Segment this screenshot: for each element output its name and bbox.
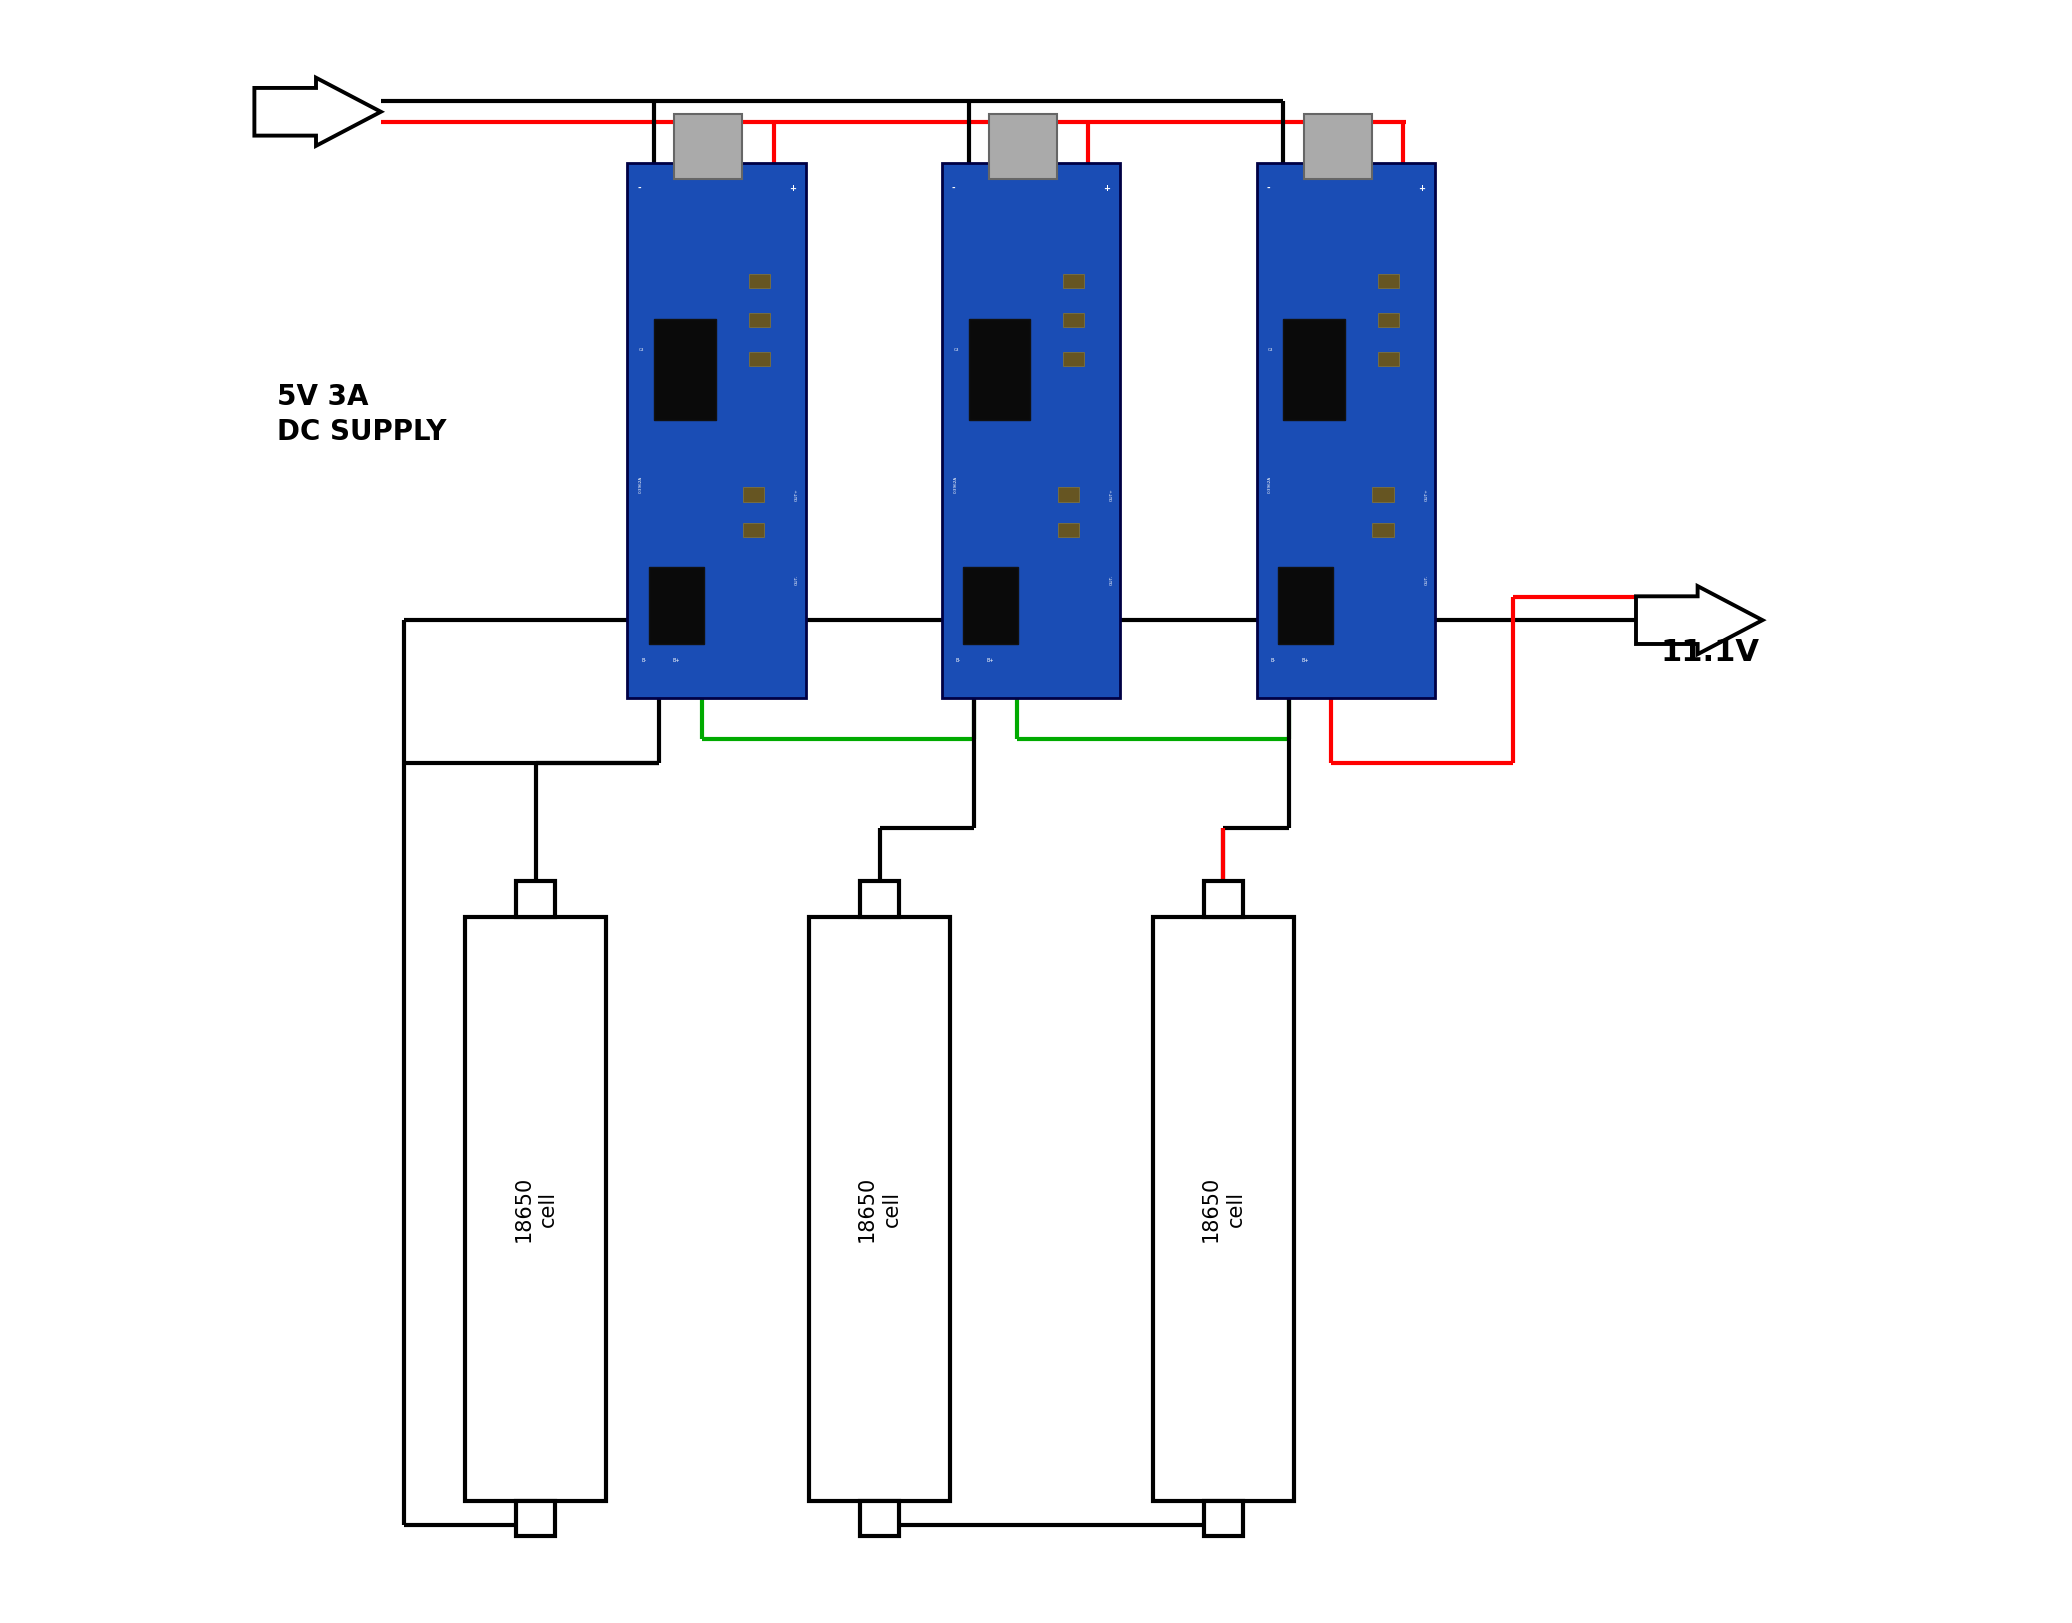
Text: +: + [1104,185,1111,193]
Bar [963,566,1019,644]
Text: OUT-: OUT- [1111,575,1115,586]
Bar [466,917,607,1501]
Text: B-: B- [955,657,961,664]
Text: 0.3962A: 0.3962A [953,476,957,492]
Bar [860,881,899,917]
Text: 0.3962A: 0.3962A [638,476,642,492]
Bar [748,274,769,289]
Bar [1378,352,1399,367]
Text: B-: B- [640,657,646,664]
Text: C3: C3 [1268,349,1274,352]
Text: 18650
cell: 18650 cell [514,1175,557,1242]
Bar [748,352,769,367]
Text: B+: B+ [671,657,680,664]
Text: +: + [789,185,796,193]
Bar [970,320,1030,420]
Text: +: + [1417,185,1426,193]
Bar [1303,114,1372,179]
Bar [988,114,1057,179]
Text: OUT-: OUT- [1423,575,1428,586]
Bar [748,313,769,328]
Bar [1378,274,1399,289]
Bar [860,1501,899,1537]
Bar [655,320,715,420]
Text: -: - [636,185,640,193]
Text: C3: C3 [953,349,959,352]
Bar [1378,313,1399,328]
Text: B+: B+ [986,657,995,664]
Bar [516,881,555,917]
Bar [1204,881,1243,917]
Text: 5V 3A
DC SUPPLY: 5V 3A DC SUPPLY [278,383,448,445]
Bar [744,523,765,537]
Text: 11.1V: 11.1V [1660,638,1759,667]
Bar [1256,162,1436,698]
Bar [1372,487,1394,502]
Text: OUT+: OUT+ [1423,489,1428,502]
Text: -: - [951,185,955,193]
Text: 0.3962A: 0.3962A [1268,476,1272,492]
Bar [1059,487,1080,502]
Bar [628,162,806,698]
Bar [808,917,951,1501]
Text: OUT+: OUT+ [796,489,800,502]
Bar [1372,523,1394,537]
Bar [1204,1501,1243,1537]
Text: B+: B+ [1301,657,1310,664]
Bar [1278,566,1332,644]
Polygon shape [255,78,381,146]
Bar [516,1501,555,1537]
Text: OUT+: OUT+ [1111,489,1115,502]
Bar [649,566,704,644]
Text: 18650
cell: 18650 cell [858,1175,901,1242]
Bar [1283,320,1345,420]
Bar [1059,523,1080,537]
Bar [1063,352,1084,367]
Bar [1063,313,1084,328]
Bar [744,487,765,502]
Text: C3: C3 [638,349,644,352]
Bar [1152,917,1293,1501]
Polygon shape [1637,586,1763,654]
Bar [943,162,1121,698]
Text: B-: B- [1270,657,1276,664]
Text: OUT-: OUT- [796,575,800,586]
Bar [1063,274,1084,289]
Text: 18650
cell: 18650 cell [1202,1175,1245,1242]
Bar [673,114,742,179]
Text: -: - [1266,185,1270,193]
